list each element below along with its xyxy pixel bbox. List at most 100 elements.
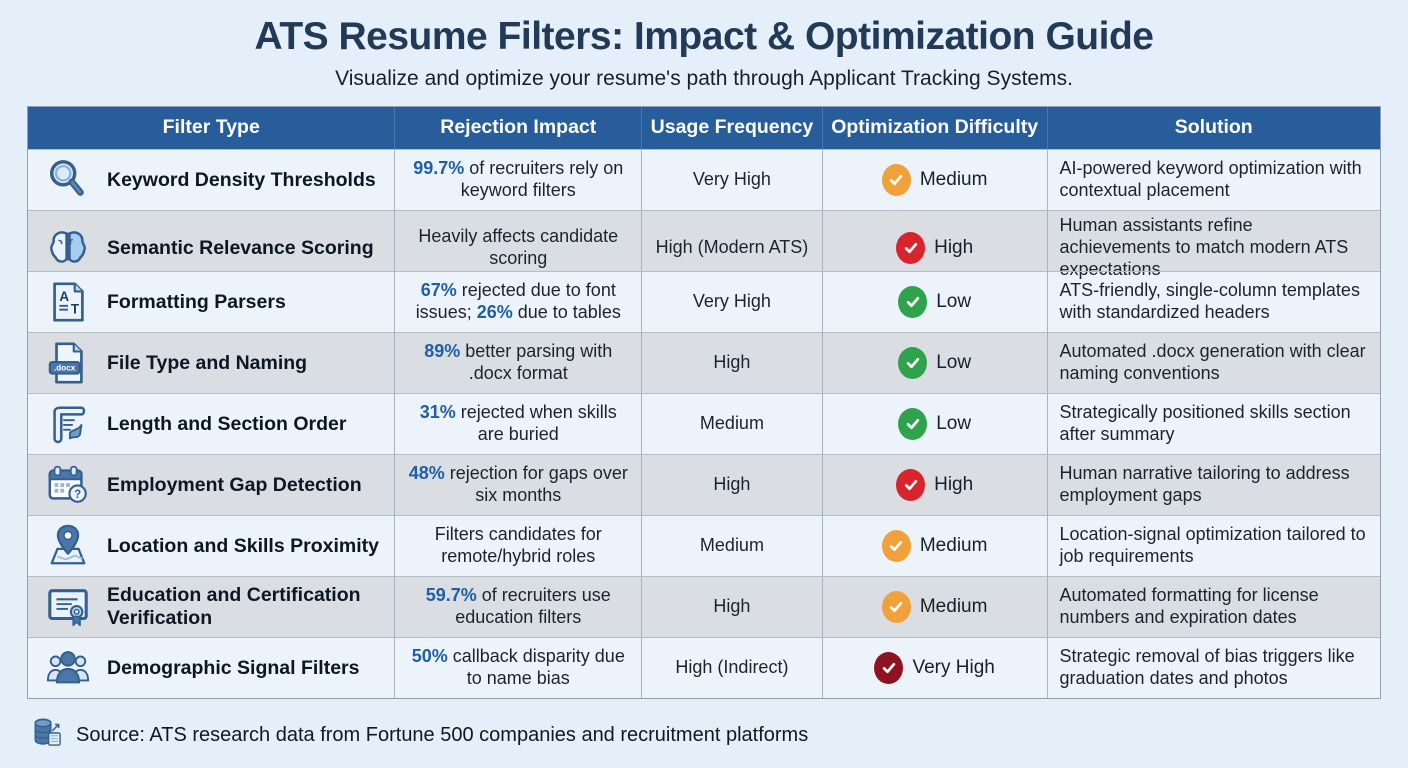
- table-row-education-and-certification-verification: Education and Certification Verification…: [28, 575, 1380, 637]
- page-subtitle: Visualize and optimize your resume's pat…: [335, 66, 1073, 90]
- rejection-impact-cell: Filters candidates for remote/hybrid rol…: [395, 514, 643, 576]
- rejection-impact-cell: 59.7% of recruiters use education filter…: [395, 575, 643, 637]
- table-row-keyword-density-thresholds: Keyword Density Thresholds 99.7% of recru…: [28, 148, 1380, 210]
- usage-frequency-cell: Medium: [642, 514, 823, 576]
- solution-cell: Strategically positioned skills section …: [1047, 392, 1380, 454]
- filter-type-label: Semantic Relevance Scoring: [107, 236, 374, 259]
- difficulty-check-icon: [898, 407, 928, 440]
- impact-stat: 50%: [411, 645, 448, 666]
- solution-cell: Location-signal optimization tailored to…: [1047, 514, 1380, 576]
- solution-cell: ATS-friendly, single-column templates wi…: [1047, 270, 1380, 332]
- svg-text:T: T: [71, 301, 80, 316]
- difficulty-check-icon: [896, 231, 926, 264]
- brain-icon: [44, 224, 92, 272]
- impact-stat: 31%: [419, 401, 456, 422]
- rejection-impact-cell: 67% rejected due to font issues; 26% due…: [395, 270, 643, 332]
- usage-frequency-cell: Very High: [642, 148, 823, 210]
- filter-type-label: Education and Certification Verification: [107, 584, 361, 629]
- rejection-impact-cell: 89% better parsing with .docx format: [395, 331, 643, 393]
- source-text: Source: ATS research data from Fortune 5…: [76, 724, 809, 747]
- optimization-difficulty-cell: Medium: [822, 575, 1048, 637]
- difficulty-label: Medium: [919, 535, 988, 557]
- people-group-icon: [44, 644, 92, 692]
- table-row-formatting-parsers: A T Formatting Parsers 67% rejected due to …: [28, 270, 1380, 332]
- optimization-difficulty-cell: High: [822, 453, 1048, 515]
- optimization-difficulty-cell: Medium: [822, 148, 1048, 210]
- usage-frequency-cell: High: [642, 453, 823, 515]
- column-header-filter-type: Filter Type: [28, 106, 396, 149]
- solution-cell: Human narrative tailoring to address emp…: [1047, 453, 1380, 515]
- column-header-solution: Solution: [1174, 116, 1253, 139]
- rejection-impact-cell: Heavily affects candidate scoring: [395, 209, 643, 285]
- optimization-difficulty-cell: Medium: [822, 514, 1048, 576]
- column-header-optimization-difficulty: Optimization Difficulty: [823, 106, 1048, 149]
- source-note: Source: ATS research data from Fortune 5…: [30, 716, 1408, 756]
- calendar-question-icon: ?: [44, 461, 92, 509]
- svg-text:.docx: .docx: [54, 364, 76, 373]
- table-header-row: Filter Type Rejection Impact Usage Frequen…: [28, 106, 1380, 149]
- ats-filters-table: Filter Type Rejection Impact Usage Frequen…: [27, 105, 1381, 699]
- filter-type-label: Location and Skills Proximity: [107, 534, 379, 557]
- table-row-file-type-and-naming: .docx File Type and Naming 89% better pars…: [28, 331, 1380, 393]
- page-title: ATS Resume Filters: Impact & Optimizatio…: [254, 15, 1154, 58]
- solution-cell: Automated .docx generation with clear na…: [1047, 331, 1380, 393]
- difficulty-label: High: [934, 474, 974, 496]
- table-row-demographic-signal-filters: Demographic Signal Filters 50% callback d…: [28, 636, 1380, 698]
- search-icon: [44, 156, 92, 204]
- difficulty-check-icon: [898, 285, 928, 318]
- optimization-difficulty-cell: Very High: [822, 636, 1048, 698]
- table-row-length-and-section-order: Length and Section Order 31% rejected whe…: [28, 392, 1380, 454]
- difficulty-label: Low: [936, 352, 972, 374]
- usage-frequency-cell: Medium: [642, 392, 823, 454]
- page-header: ATS Resume Filters: Impact & Optimizatio…: [0, 0, 1408, 91]
- usage-frequency-cell: High: [642, 575, 823, 637]
- table-body: Keyword Density Thresholds 99.7% of recru…: [28, 148, 1380, 698]
- scroll-section-icon: [44, 400, 92, 448]
- filter-type-cell: Demographic Signal Filters: [28, 636, 396, 698]
- filter-type-cell: A T Formatting Parsers: [28, 270, 396, 332]
- impact-stat: 67%: [420, 279, 457, 300]
- certificate-icon: [44, 583, 92, 631]
- filter-type-label: Keyword Density Thresholds: [107, 168, 376, 191]
- usage-frequency-cell: High: [642, 331, 823, 393]
- difficulty-check-icon: [881, 163, 911, 196]
- impact-stat: 26%: [476, 301, 513, 322]
- map-pin-icon: [44, 522, 92, 570]
- column-header-usage-frequency: Usage Frequency: [642, 106, 823, 149]
- solution-cell: Automated formatting for license numbers…: [1047, 575, 1380, 637]
- rejection-impact-cell: 48% rejection for gaps over six months: [395, 453, 643, 515]
- filter-type-cell: .docx File Type and Naming: [28, 331, 396, 393]
- difficulty-check-icon: [874, 651, 904, 684]
- filter-type-label: Demographic Signal Filters: [107, 656, 360, 679]
- filter-type-label: Employment Gap Detection: [107, 473, 362, 496]
- optimization-difficulty-cell: High: [822, 209, 1048, 285]
- filter-type-cell: Education and Certification Verification: [28, 575, 396, 637]
- solution-cell: Human assistants refine achievements to …: [1047, 209, 1380, 285]
- difficulty-label: Low: [936, 291, 972, 313]
- filter-type-cell: ? Employment Gap Detection: [28, 453, 396, 515]
- difficulty-label: Medium: [919, 596, 988, 618]
- difficulty-check-icon: [898, 346, 928, 379]
- impact-stat: 48%: [408, 462, 445, 483]
- column-header-rejection-impact: Rejection Impact: [395, 106, 643, 149]
- svg-text:A: A: [59, 289, 69, 304]
- impact-stat: 99.7%: [413, 157, 465, 178]
- database-chart-icon: [30, 716, 66, 756]
- optimization-difficulty-cell: Low: [822, 331, 1048, 393]
- difficulty-label: Very High: [912, 657, 995, 679]
- rejection-impact-cell: 99.7% of recruiters rely on keyword filt…: [395, 148, 643, 210]
- difficulty-check-icon: [881, 529, 911, 562]
- usage-frequency-cell: High (Modern ATS): [642, 209, 823, 285]
- filter-type-cell: Semantic Relevance Scoring: [28, 209, 396, 285]
- rejection-impact-cell: 50% callback disparity due to name bias: [395, 636, 643, 698]
- impact-stat: 59.7%: [425, 584, 477, 605]
- table-row-employment-gap-detection: ? Employment Gap Detection 48% rejection f…: [28, 453, 1380, 515]
- filter-type-cell: Length and Section Order: [28, 392, 396, 454]
- usage-frequency-cell: Very High: [642, 270, 823, 332]
- usage-frequency-cell: High (Indirect): [642, 636, 823, 698]
- solution-cell: Strategic removal of bias triggers like …: [1047, 636, 1380, 698]
- difficulty-label: Medium: [919, 169, 988, 191]
- optimization-difficulty-cell: Low: [822, 270, 1048, 332]
- solution-cell: AI-powered keyword optimization with con…: [1047, 148, 1380, 210]
- table-row-location-and-skills-proximity: Location and Skills Proximity Filters can…: [28, 514, 1380, 576]
